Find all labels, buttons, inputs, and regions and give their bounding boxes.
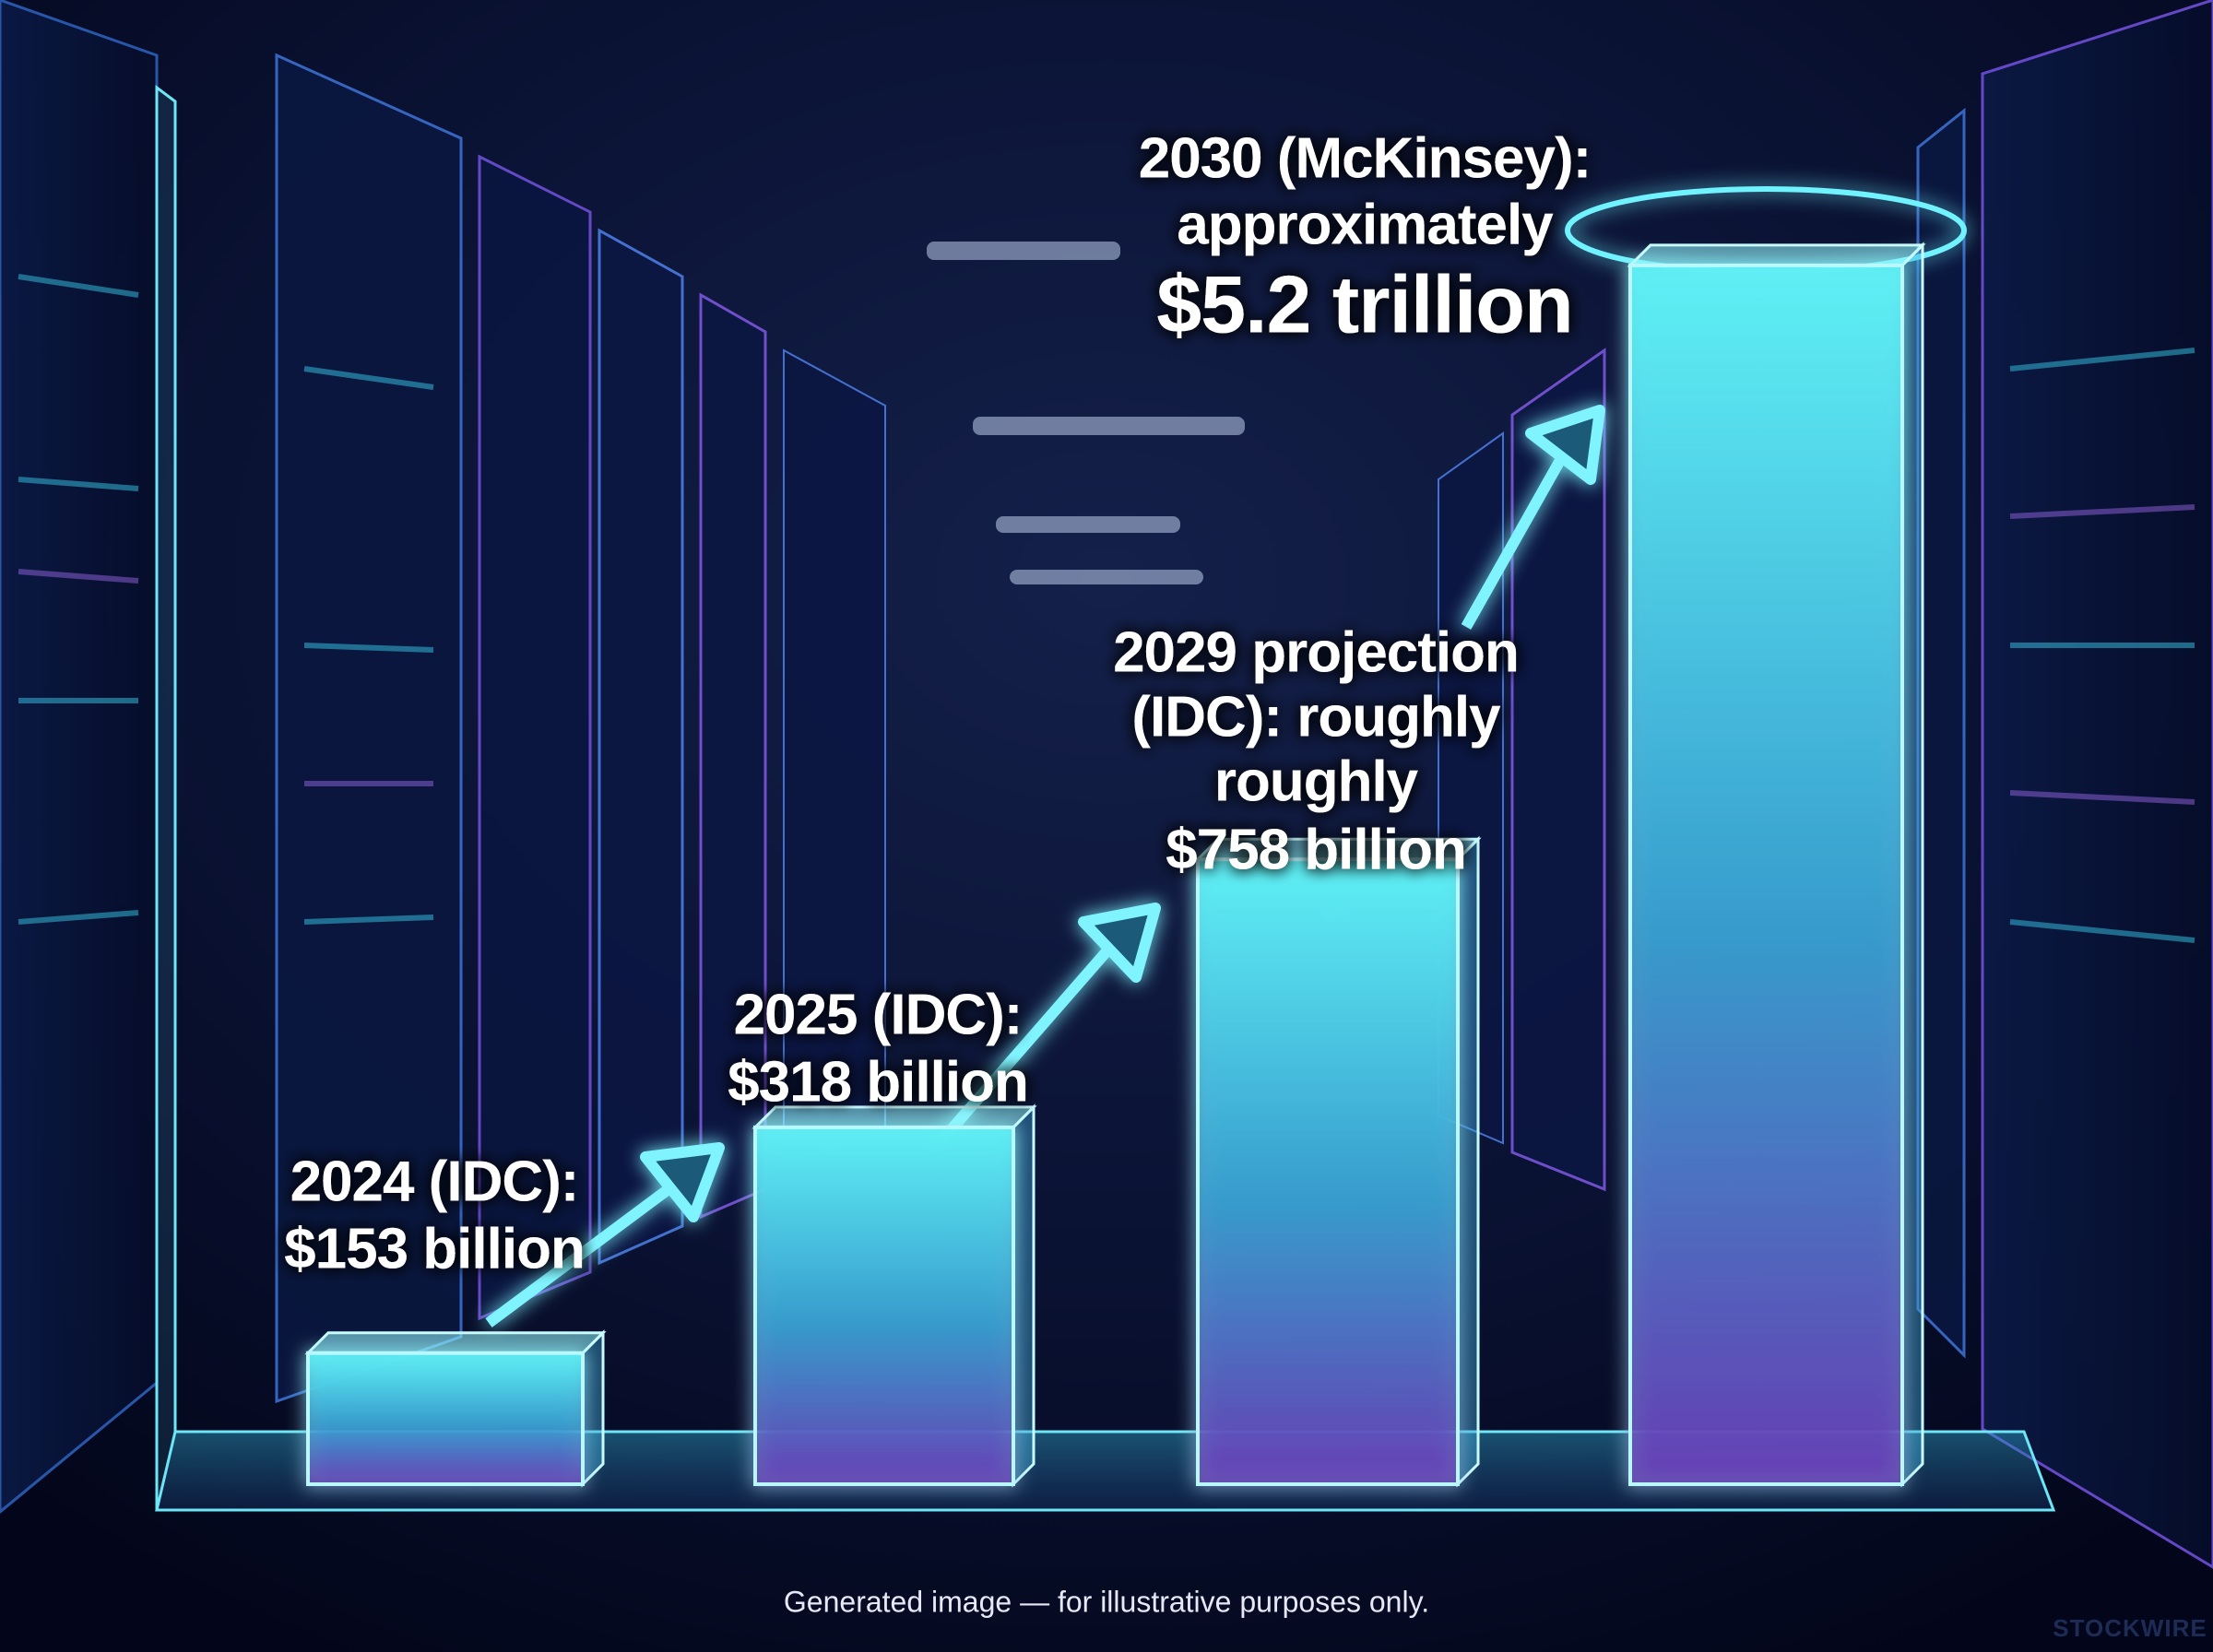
- category-label: roughly: [1214, 749, 1419, 813]
- growth-arrows: [485, 405, 1605, 1328]
- bar-side-face: [1012, 1103, 1035, 1488]
- bar-side-face: [581, 1329, 605, 1488]
- value-label: $758 billion: [1166, 818, 1466, 881]
- category-label: 2030 (McKinsey):: [1139, 126, 1592, 190]
- value-label: $318 billion: [728, 1050, 1028, 1114]
- bar: [1628, 263, 1904, 1486]
- bar: [753, 1125, 1015, 1486]
- watermark: STOCKWIRE: [2053, 1614, 2207, 1642]
- category-label: approximately: [1177, 193, 1554, 256]
- category-label: 2029 projection: [1113, 620, 1519, 684]
- disclaimer: Generated image — for illustrative purpo…: [784, 1585, 1429, 1618]
- bar: [306, 1351, 585, 1486]
- labels: 2024 (IDC):$153 billion 2025 (IDC):$318 b…: [284, 126, 1592, 1280]
- value-label: $153 billion: [284, 1217, 585, 1280]
- category-label: 2024 (IDC):: [290, 1150, 579, 1213]
- value-label: $5.2 trillion: [1156, 258, 1573, 349]
- bar: [1196, 857, 1460, 1486]
- category-label: 2025 (IDC):: [734, 983, 1023, 1046]
- back-wall: [155, 85, 177, 1510]
- bar-top-face: [1627, 243, 1926, 267]
- bar-top-face: [304, 1331, 607, 1355]
- bar-side-face: [1900, 242, 1924, 1488]
- bar-side-face: [1456, 835, 1480, 1488]
- server-racks: [0, 0, 2213, 1569]
- bars: [304, 242, 1926, 1488]
- category-label: (IDC): roughly: [1131, 685, 1501, 749]
